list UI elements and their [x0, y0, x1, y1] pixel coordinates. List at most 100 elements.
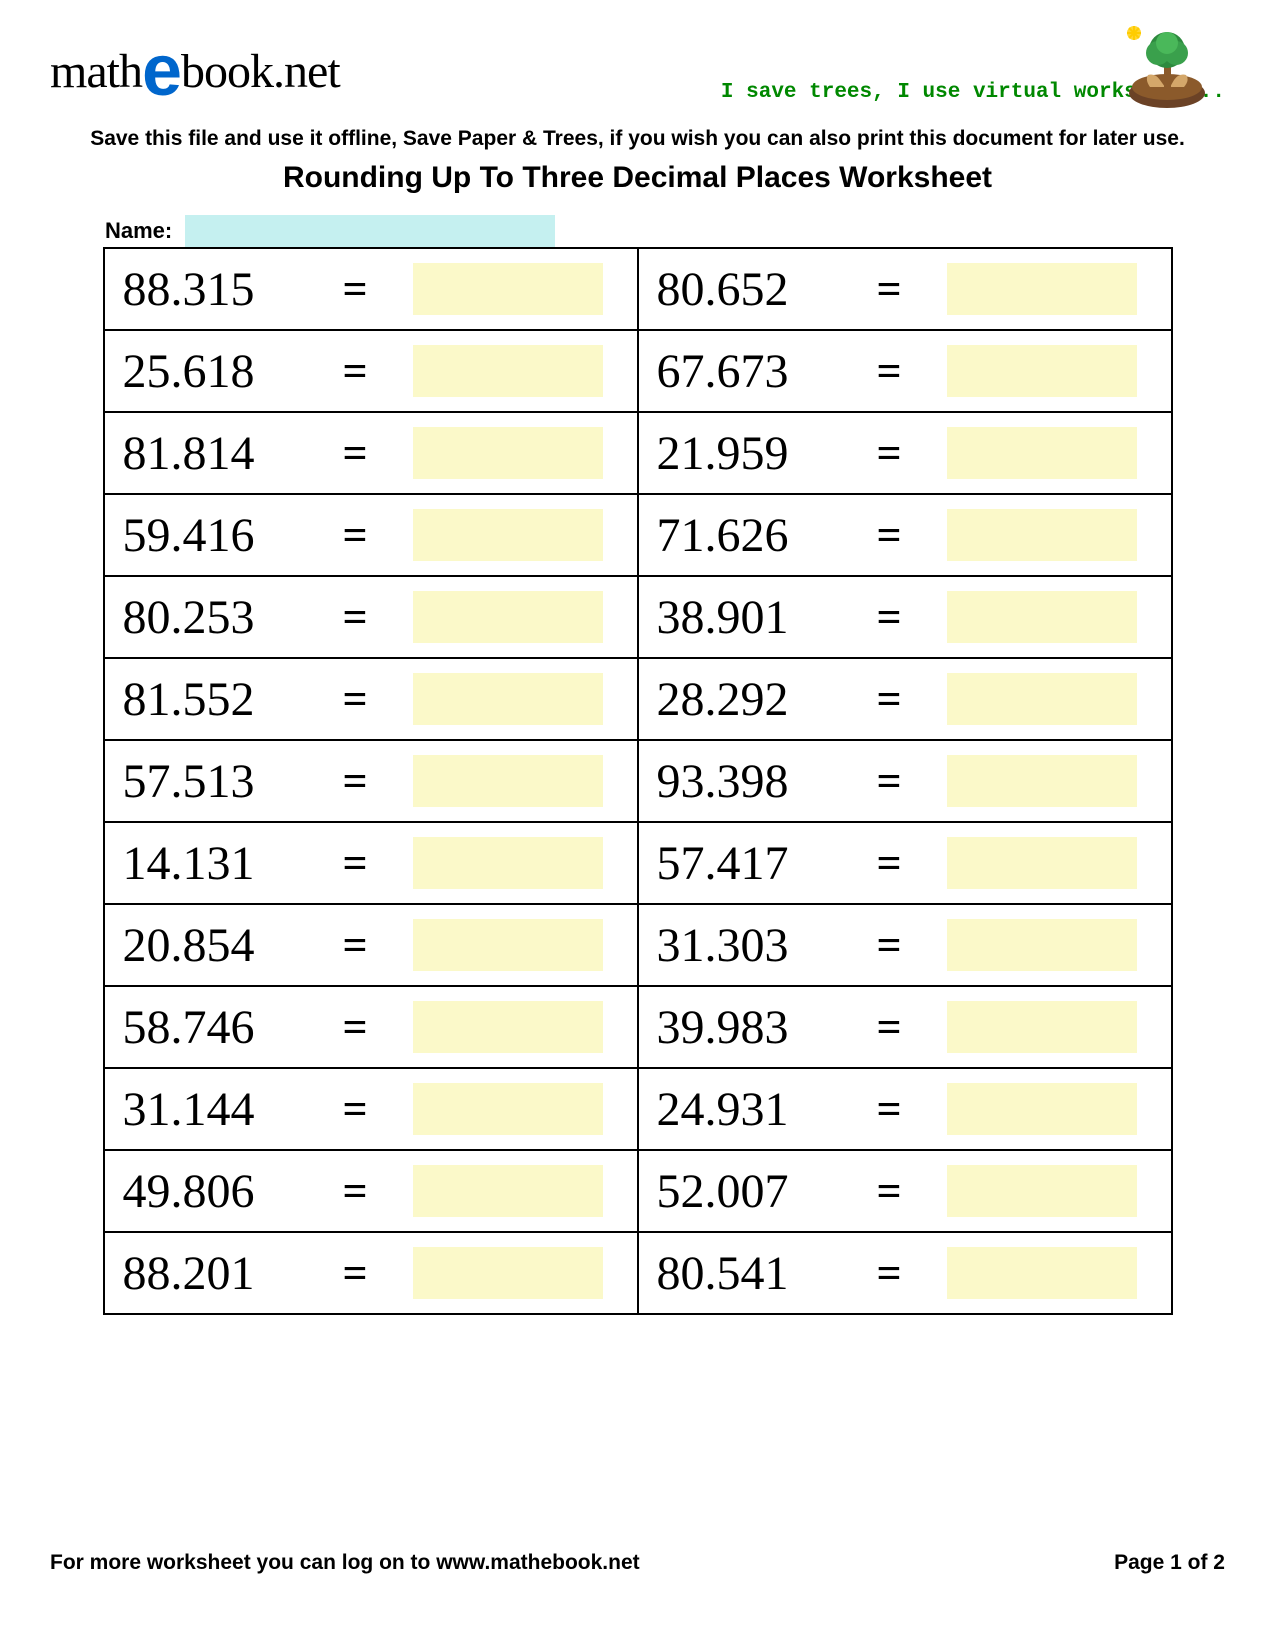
- name-row: Name:: [105, 215, 1225, 247]
- answer-input[interactable]: [413, 919, 603, 971]
- answer-input[interactable]: [947, 755, 1137, 807]
- worksheet-table: 88.315=80.652=25.618=67.673=81.814=21.95…: [103, 247, 1173, 1315]
- answer-input[interactable]: [413, 1001, 603, 1053]
- answer-input[interactable]: [413, 673, 603, 725]
- table-row: 20.854=31.303=: [104, 904, 1172, 986]
- logo-e: e: [142, 31, 181, 111]
- answer-input[interactable]: [947, 345, 1137, 397]
- problem-value: 20.854: [123, 918, 343, 973]
- problem-value: 88.315: [123, 262, 343, 317]
- problem-value: 57.417: [657, 836, 877, 891]
- problem-value: 59.416: [123, 508, 343, 563]
- answer-input[interactable]: [947, 1001, 1137, 1053]
- answer-input[interactable]: [413, 1165, 603, 1217]
- answer-input[interactable]: [413, 755, 603, 807]
- problem-value: 80.541: [657, 1246, 877, 1301]
- problem-value: 31.144: [123, 1082, 343, 1137]
- problem-value: 31.303: [657, 918, 877, 973]
- equals-sign: =: [877, 264, 947, 315]
- equals-sign: =: [343, 838, 413, 889]
- problem-value: 80.652: [657, 262, 877, 317]
- logo-pre: math: [50, 45, 142, 98]
- equals-sign: =: [877, 1166, 947, 1217]
- problem-value: 81.552: [123, 672, 343, 727]
- equals-sign: =: [343, 346, 413, 397]
- footer-page: Page 1 of 2: [1114, 1551, 1225, 1575]
- equals-sign: =: [877, 838, 947, 889]
- problem-value: 81.814: [123, 426, 343, 481]
- answer-input[interactable]: [413, 345, 603, 397]
- equals-sign: =: [343, 510, 413, 561]
- answer-input[interactable]: [413, 591, 603, 643]
- logo-post: book.net: [181, 45, 340, 98]
- equals-sign: =: [877, 428, 947, 479]
- equals-sign: =: [343, 428, 413, 479]
- answer-input[interactable]: [947, 1247, 1137, 1299]
- header: mathebook.net I save trees, I use virtua…: [50, 30, 1225, 112]
- answer-input[interactable]: [413, 427, 603, 479]
- equals-sign: =: [877, 1084, 947, 1135]
- table-row: 80.253=38.901=: [104, 576, 1172, 658]
- problem-value: 67.673: [657, 344, 877, 399]
- answer-input[interactable]: [413, 1247, 603, 1299]
- problem-value: 24.931: [657, 1082, 877, 1137]
- problem-value: 57.513: [123, 754, 343, 809]
- answer-input[interactable]: [947, 509, 1137, 561]
- table-row: 14.131=57.417=: [104, 822, 1172, 904]
- problem-value: 93.398: [657, 754, 877, 809]
- equals-sign: =: [343, 674, 413, 725]
- answer-input[interactable]: [413, 837, 603, 889]
- name-label: Name:: [105, 218, 172, 244]
- table-row: 81.814=21.959=: [104, 412, 1172, 494]
- equals-sign: =: [343, 264, 413, 315]
- answer-input[interactable]: [947, 263, 1137, 315]
- answer-input[interactable]: [947, 427, 1137, 479]
- answer-input[interactable]: [947, 837, 1137, 889]
- table-row: 88.315=80.652=: [104, 248, 1172, 330]
- answer-input[interactable]: [413, 1083, 603, 1135]
- table-row: 31.144=24.931=: [104, 1068, 1172, 1150]
- problem-value: 39.983: [657, 1000, 877, 1055]
- problem-value: 80.253: [123, 590, 343, 645]
- answer-input[interactable]: [413, 509, 603, 561]
- equals-sign: =: [877, 510, 947, 561]
- problem-value: 52.007: [657, 1164, 877, 1219]
- site-logo: mathebook.net: [50, 30, 340, 112]
- footer-left: For more worksheet you can log on to www…: [50, 1551, 640, 1575]
- instructions-text: Save this file and use it offline, Save …: [50, 127, 1225, 151]
- equals-sign: =: [343, 592, 413, 643]
- table-row: 59.416=71.626=: [104, 494, 1172, 576]
- answer-input[interactable]: [947, 591, 1137, 643]
- answer-input[interactable]: [947, 1165, 1137, 1217]
- equals-sign: =: [877, 1002, 947, 1053]
- equals-sign: =: [343, 920, 413, 971]
- table-row: 58.746=39.983=: [104, 986, 1172, 1068]
- equals-sign: =: [877, 674, 947, 725]
- name-input[interactable]: [185, 215, 555, 247]
- problem-value: 71.626: [657, 508, 877, 563]
- problem-value: 21.959: [657, 426, 877, 481]
- problem-value: 38.901: [657, 590, 877, 645]
- problem-value: 25.618: [123, 344, 343, 399]
- equals-sign: =: [343, 1084, 413, 1135]
- table-row: 49.806=52.007=: [104, 1150, 1172, 1232]
- equals-sign: =: [343, 756, 413, 807]
- table-row: 88.201=80.541=: [104, 1232, 1172, 1314]
- table-row: 57.513=93.398=: [104, 740, 1172, 822]
- answer-input[interactable]: [947, 1083, 1137, 1135]
- answer-input[interactable]: [413, 263, 603, 315]
- problem-value: 14.131: [123, 836, 343, 891]
- equals-sign: =: [877, 592, 947, 643]
- answer-input[interactable]: [947, 673, 1137, 725]
- worksheet-title: Rounding Up To Three Decimal Places Work…: [50, 161, 1225, 195]
- problem-value: 88.201: [123, 1246, 343, 1301]
- table-row: 25.618=67.673=: [104, 330, 1172, 412]
- equals-sign: =: [877, 346, 947, 397]
- equals-sign: =: [877, 756, 947, 807]
- answer-input[interactable]: [947, 919, 1137, 971]
- equals-sign: =: [877, 1248, 947, 1299]
- equals-sign: =: [877, 920, 947, 971]
- equals-sign: =: [343, 1166, 413, 1217]
- problem-value: 58.746: [123, 1000, 343, 1055]
- problem-value: 28.292: [657, 672, 877, 727]
